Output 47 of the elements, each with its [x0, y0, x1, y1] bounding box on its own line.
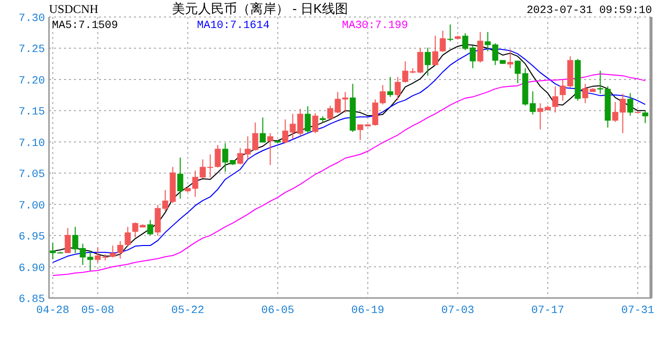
candlestick — [440, 30, 446, 52]
y-tick-label: 7.30 — [18, 13, 45, 25]
x-tick-label: 07-17 — [531, 305, 564, 317]
candlestick — [432, 35, 438, 66]
annotation: 2023-07-31 09:59:10 — [526, 5, 652, 17]
candlestick — [304, 106, 311, 134]
candlestick — [627, 92, 634, 116]
y-tick-label: 7.00 — [18, 200, 45, 212]
x-tick-label: 05-22 — [171, 305, 204, 317]
y-tick-label: 6.85 — [18, 294, 45, 306]
candlestick — [260, 117, 266, 144]
x-tick-label: 06-19 — [351, 305, 384, 317]
x-tick-label: 05-08 — [81, 305, 114, 317]
candlestick — [477, 31, 484, 64]
candlestick — [117, 240, 124, 260]
text: MA5:7.1509 — [52, 20, 118, 32]
candlestick — [214, 144, 221, 168]
candlestick — [387, 76, 394, 98]
candlestick — [267, 132, 274, 166]
candlestick — [312, 112, 318, 134]
x-tick-label: 07-31 — [621, 305, 655, 317]
candlestick — [642, 110, 648, 124]
candlestick — [507, 48, 514, 69]
candlestick — [552, 86, 558, 114]
text: MA10:7.1614 — [197, 20, 270, 32]
x-tick-label: 06-05 — [261, 305, 294, 317]
x-tick-label: 07-03 — [441, 305, 474, 317]
y-tick-label: 7.10 — [18, 138, 45, 150]
candlestick — [147, 219, 154, 236]
chart-subtitle: USDCNH — [49, 2, 99, 16]
x-tick-label: 04-28 — [36, 305, 70, 317]
candlestick — [447, 24, 454, 42]
candlestick — [394, 76, 401, 101]
candlestick — [124, 226, 131, 247]
y-tick-label: 7.20 — [18, 75, 45, 88]
line-series — [52, 73, 646, 276]
text: MA30:7.199 — [342, 20, 408, 32]
candlestick — [64, 228, 71, 254]
y-tick-label: 7.15 — [18, 106, 45, 119]
y-tick-label: 7.05 — [18, 169, 45, 182]
y-tick-label: 6.90 — [18, 262, 45, 275]
candlestick — [110, 245, 116, 258]
candlestick — [177, 157, 184, 200]
candlestick — [424, 47, 431, 76]
y-tick-label: 6.95 — [18, 232, 45, 244]
chart-title: 美元人民币（离岸） - 日K线图 — [172, 1, 348, 16]
y-tick-label: 7.25 — [18, 44, 45, 56]
